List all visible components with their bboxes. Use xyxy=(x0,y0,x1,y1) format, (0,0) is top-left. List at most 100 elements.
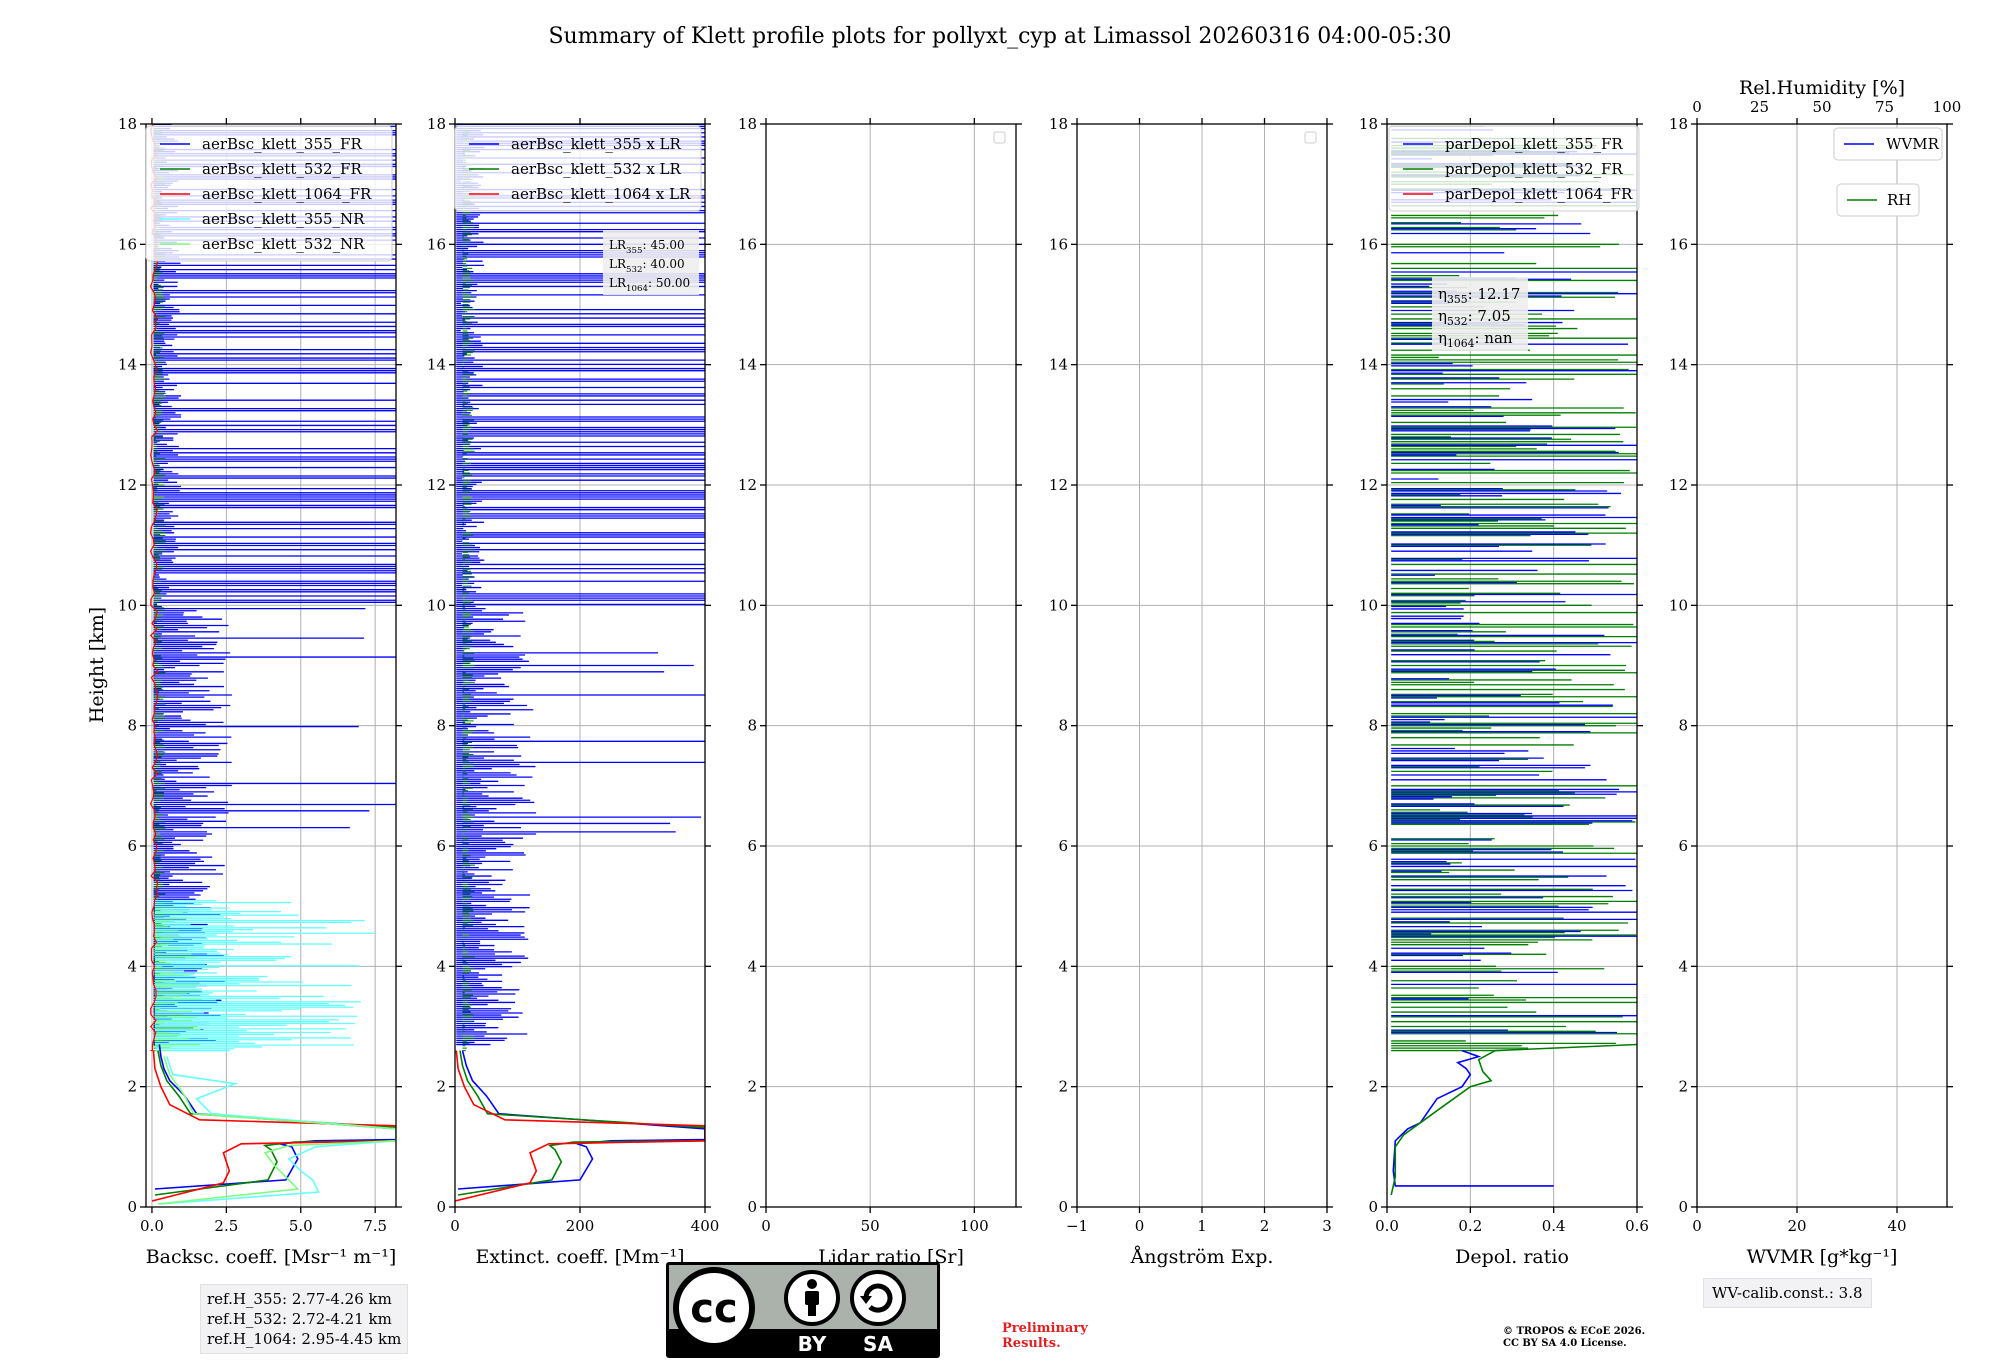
y-tick-label: 18 xyxy=(427,115,446,133)
y-tick-label: 12 xyxy=(738,476,757,494)
x-tick-label: 0.2 xyxy=(1458,1217,1482,1235)
copyright-line-1: © TROPOS & ECoE 2026. xyxy=(1503,1326,1646,1337)
legend-label: aerBsc_klett_1064_FR xyxy=(202,185,372,203)
y-tick-label: 10 xyxy=(1359,596,1378,614)
y-tick-label: 18 xyxy=(738,115,757,133)
series-parDepol_klett_355_FR xyxy=(1392,1049,1554,1187)
series-aerBsc_klett_355_FR xyxy=(154,1044,396,1190)
series-aerBsc_klett_355 x LR xyxy=(458,1050,705,1190)
y-ticks-1: 0 2 4 6 8 10 12 14 16 18 xyxy=(118,115,402,1216)
annotation-line: LR532: 40.00 xyxy=(609,257,685,275)
data-area-5 xyxy=(1390,125,1637,1196)
x-axis-label: Ångström Exp. xyxy=(1130,1246,1274,1268)
x-ticks-3: 0 50 100 xyxy=(761,118,989,1235)
y-tick-label: 4 xyxy=(747,957,757,975)
y-ticks-4: 0 2 4 6 8 10 12 14 16 18 xyxy=(1049,115,1333,1216)
y-tick-label: 12 xyxy=(1049,476,1068,494)
annotation-line: LR1064: 50.00 xyxy=(609,276,690,294)
legend-box xyxy=(1836,183,1920,217)
y-tick-label: 0 xyxy=(1058,1198,1068,1216)
noise-532-nr xyxy=(154,905,202,1052)
x-tick-label: 0 xyxy=(450,1217,460,1235)
panel-1: 0 2 4 6 8 10 12 14 16 18 0.0 2.5 5.0 7.5 Backsc. coeff… xyxy=(118,115,402,1268)
top-tick-label: 25 xyxy=(1750,98,1769,116)
y-tick-label: 12 xyxy=(1359,476,1378,494)
legend-box xyxy=(145,125,393,262)
y-tick-label: 16 xyxy=(118,235,137,253)
legend-label: aerBsc_klett_532 x LR xyxy=(511,160,682,178)
y-tick-label: 2 xyxy=(1368,1078,1378,1096)
series-aerBsc_klett_532 x LR xyxy=(457,1050,705,1196)
y-tick-label: 16 xyxy=(1669,235,1688,253)
x-tick-label: 0.6 xyxy=(1625,1217,1649,1235)
top-tick-label: 0 xyxy=(1692,98,1702,116)
legend-label: parDepol_klett_355_FR xyxy=(1445,135,1623,153)
y-ticks-5: 0 2 4 6 8 10 12 14 16 18 xyxy=(1359,115,1643,1216)
noise-depol-532 xyxy=(1391,125,1637,1052)
y-tick-label: 6 xyxy=(1058,837,1068,855)
preliminary-note: Preliminary Results. xyxy=(1002,1321,1088,1351)
y-tick-label: 18 xyxy=(1669,115,1688,133)
y-tick-label: 16 xyxy=(427,235,446,253)
annotation-line: LR355: 45.00 xyxy=(609,238,685,256)
legend-label: aerBsc_klett_532_FR xyxy=(202,160,362,178)
y-tick-label: 0 xyxy=(747,1198,757,1216)
legend-label: aerBsc_klett_532_NR xyxy=(202,235,365,253)
top-tick-label: 100 xyxy=(1933,98,1962,116)
y-tick-label: 0 xyxy=(436,1198,446,1216)
legend-box xyxy=(454,125,702,212)
legend-label: aerBsc_klett_355_NR xyxy=(202,210,365,228)
y-tick-label: 4 xyxy=(127,957,137,975)
legend-1: aerBsc_klett_355_FR aerBsc_klett_532_FRae… xyxy=(145,125,393,262)
legend-label: RH xyxy=(1887,191,1911,209)
data-area-1 xyxy=(149,124,396,1205)
by-label: BY xyxy=(798,1332,827,1356)
y-tick-label: 18 xyxy=(118,115,137,133)
y-tick-label: 6 xyxy=(1368,837,1378,855)
x-tick-label: 20 xyxy=(1787,1217,1806,1235)
x-tick-label: 2.5 xyxy=(214,1217,238,1235)
legend-label: parDepol_klett_532_FR xyxy=(1445,160,1623,178)
sa-label: SA xyxy=(863,1332,893,1356)
y-tick-label: 16 xyxy=(1049,235,1068,253)
y-tick-label: 14 xyxy=(1359,356,1378,374)
cc-logo-icon xyxy=(673,1267,755,1349)
annotation-line: η532: 7.05 xyxy=(1438,307,1511,328)
x-tick-label: 3 xyxy=(1322,1217,1332,1235)
legend-label: parDepol_klett_1064_FR xyxy=(1445,185,1633,203)
y-tick-label: 16 xyxy=(738,235,757,253)
legend-label: aerBsc_klett_355_FR xyxy=(202,135,362,153)
y-axis-label: Height [km] xyxy=(86,607,108,723)
panel-5: 0 2 4 6 8 10 12 14 16 18 0.0 0.2 0.4 0.6 Depol. ratio p… xyxy=(1359,115,1649,1268)
empty-legend-box xyxy=(1304,131,1317,144)
noise-355 xyxy=(153,124,396,1046)
x-axis-label: Extinct. coeff. [Mm⁻¹] xyxy=(475,1246,684,1268)
figure-title: Summary of Klett profile plots for polly… xyxy=(548,24,1451,49)
y-tick-label: 2 xyxy=(1058,1078,1068,1096)
top-axis-label: Rel.Humidity [%] xyxy=(1739,77,1905,99)
legend-5: parDepol_klett_355_FR parDepol_klett_532_… xyxy=(1388,125,1640,212)
y-tick-label: 10 xyxy=(427,596,446,614)
y-tick-label: 8 xyxy=(1678,717,1688,735)
y-tick-label: 8 xyxy=(127,717,137,735)
y-tick-label: 0 xyxy=(1368,1198,1378,1216)
y-tick-label: 12 xyxy=(118,476,137,494)
x-tick-label: 0.0 xyxy=(140,1217,164,1235)
series-parDepol_klett_532_FR xyxy=(1390,1043,1637,1196)
ref-height-1064: ref.H_1064: 2.95-4.45 km xyxy=(207,1330,402,1348)
top-tick-label: 75 xyxy=(1875,98,1894,116)
y-tick-label: 6 xyxy=(1678,837,1688,855)
wv-calib-text: WV-calib.const.: 3.8 xyxy=(1712,1284,1863,1302)
grid-6 xyxy=(1696,123,1947,1208)
y-tick-label: 14 xyxy=(1669,356,1688,374)
data-area-2 xyxy=(455,124,705,1202)
x-tick-label: 0 xyxy=(1135,1217,1145,1235)
y-tick-label: 10 xyxy=(738,596,757,614)
annotation-box xyxy=(1432,277,1528,351)
y-tick-label: 2 xyxy=(1678,1078,1688,1096)
cc-text: cc xyxy=(690,1286,737,1332)
y-tick-label: 8 xyxy=(436,717,446,735)
y-ticks-2: 0 2 4 6 8 10 12 14 16 18 xyxy=(427,115,711,1216)
